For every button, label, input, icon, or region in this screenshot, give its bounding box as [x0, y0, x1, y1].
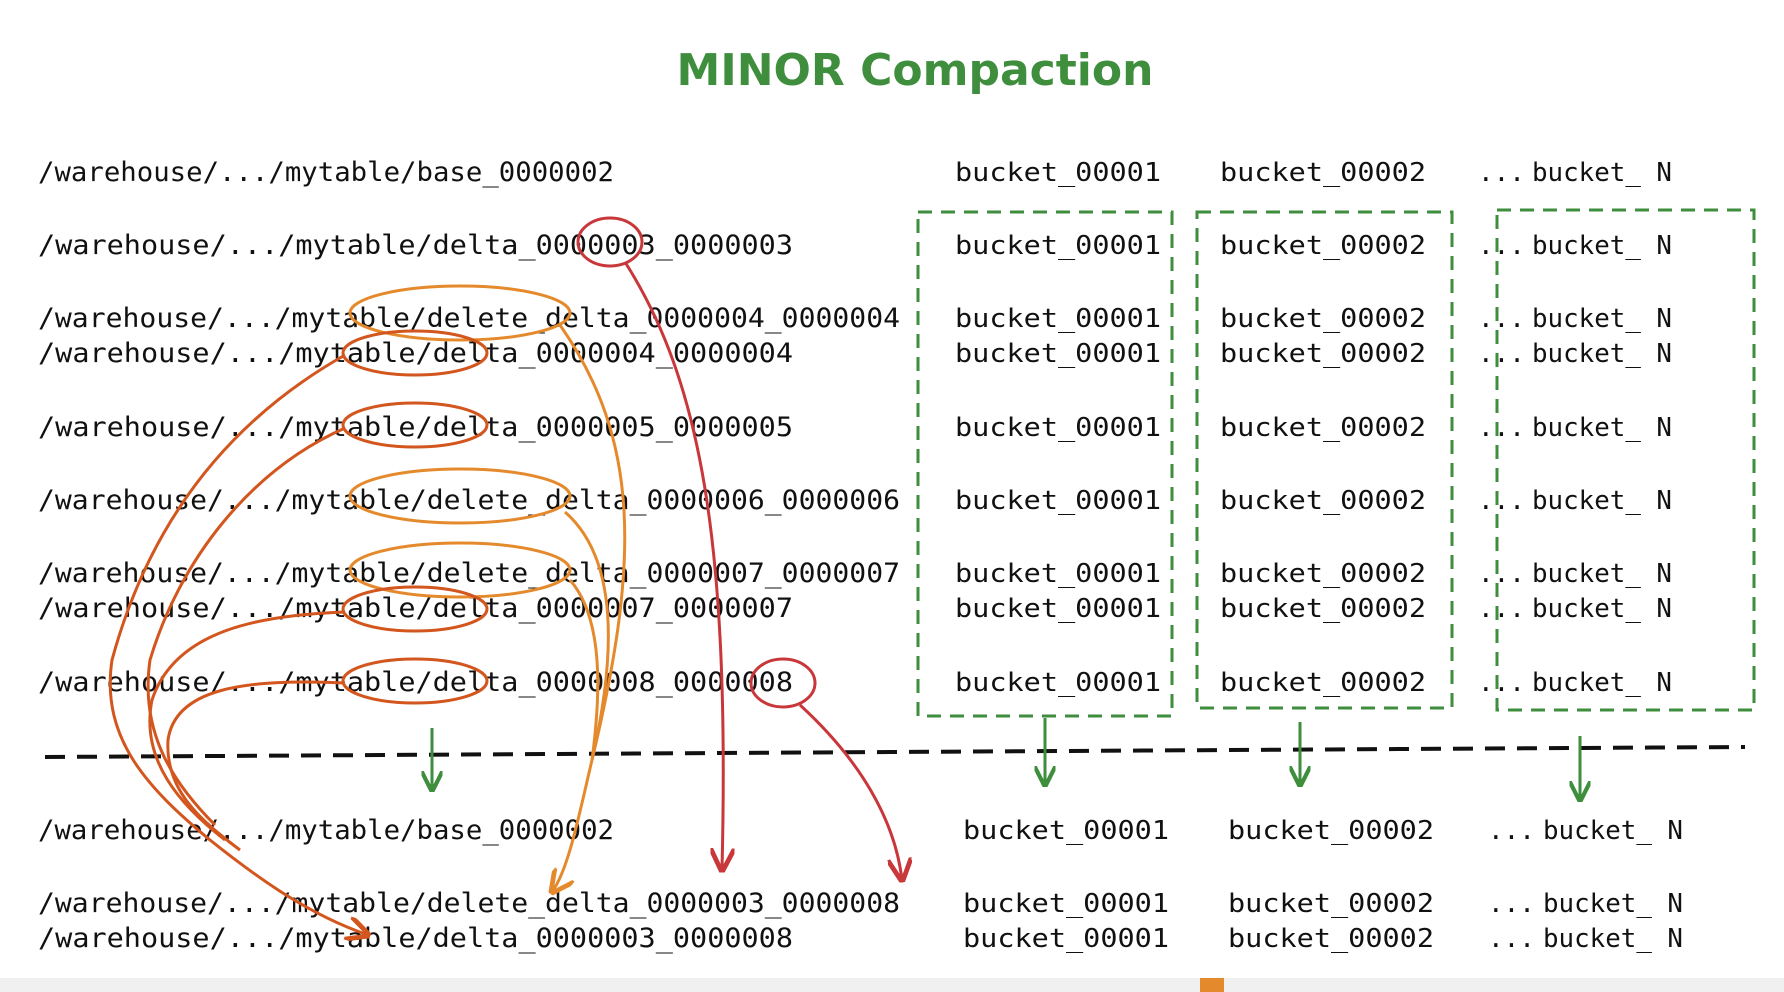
input-path-label: /warehouse/.../mytable/delta_0000005_000…: [38, 412, 793, 443]
ellipsis-label: ...: [1478, 486, 1525, 516]
bucket-00002-label: bucket_00002: [1220, 339, 1426, 369]
bucket-00002-label: bucket_00002: [1220, 413, 1426, 443]
curved-arrow-icon: [148, 610, 346, 842]
bucket-00002-label: bucket_00002: [1228, 889, 1434, 919]
bucket-n-label: bucket_ N: [1532, 413, 1672, 443]
green-arrows: [432, 718, 1580, 800]
bucket-00002-label: bucket_00002: [1220, 594, 1426, 624]
bucket-group-boxes: [916, 208, 1756, 718]
max-write-id-circle: [749, 657, 817, 709]
bucket-00001-label: bucket_00001: [955, 339, 1161, 369]
bucket-00001-label: bucket_00001: [963, 924, 1169, 954]
bucket-00002-label: bucket_00002: [1220, 486, 1426, 516]
output-path-label: /warehouse/.../mytable/base_0000002: [38, 815, 614, 846]
delta-highlights: [341, 329, 489, 705]
min-write-id-circle: [576, 216, 644, 268]
curved-arrow-icon: [798, 703, 902, 880]
bucket-00002-label: bucket_00002: [1220, 304, 1426, 334]
bucket-n-label: bucket_ N: [1532, 594, 1672, 624]
bucket-00002-label: bucket_00002: [1220, 231, 1426, 261]
bucket-00002-label: bucket_00002: [1220, 158, 1426, 188]
curved-arrow-icon: [552, 324, 627, 892]
output-path-label: /warehouse/.../mytable/delta_0000003_000…: [38, 923, 793, 954]
output-path-label: /warehouse/.../mytable/delete_delta_0000…: [38, 888, 900, 919]
input-paths: /warehouse/.../mytable/base_0000002/ware…: [38, 157, 900, 698]
bucket-00002-label: bucket_00002: [1220, 559, 1426, 589]
footer-stripe: [0, 978, 1784, 992]
output-paths: /warehouse/.../mytable/base_0000002/ware…: [38, 815, 900, 954]
bucket-n-label: bucket_ N: [1532, 559, 1672, 589]
bucket-columns: bucket_00001 bucket_00002... bucket_ Nbuck…: [955, 158, 1683, 954]
bucket-n-label: bucket_ N: [1532, 668, 1672, 698]
bucket-00002-label: bucket_00002: [1220, 668, 1426, 698]
bucket-group-n-box: [1495, 208, 1756, 712]
ellipsis-label: ...: [1478, 231, 1525, 261]
write-id-highlights: [576, 216, 817, 709]
red-arrows: [623, 261, 902, 880]
bucket-n-label: bucket_ N: [1532, 486, 1672, 516]
curved-arrow-icon: [166, 680, 346, 852]
ellipsis-label: ...: [1488, 924, 1535, 954]
bucket-group-2-box: [1195, 210, 1454, 710]
bucket-00001-label: bucket_00001: [955, 158, 1161, 188]
bucket-n-label: bucket_ N: [1532, 158, 1672, 188]
highlight-ellipse: [341, 329, 489, 377]
highlight-ellipse: [341, 401, 489, 449]
highlight-ellipse: [341, 657, 489, 705]
ellipsis-label: ...: [1478, 158, 1525, 188]
input-path-label: /warehouse/.../mytable/delete_delta_0000…: [38, 303, 900, 334]
bucket-n-label: bucket_ N: [1532, 231, 1672, 261]
input-path-label: /warehouse/.../mytable/base_0000002: [38, 157, 614, 188]
bucket-n-label: bucket_ N: [1532, 339, 1672, 369]
input-path-label: /warehouse/.../mytable/delete_delta_0000…: [38, 485, 900, 516]
bucket-00001-label: bucket_00001: [963, 889, 1169, 919]
bucket-00001-label: bucket_00001: [955, 304, 1161, 334]
bucket-00002-label: bucket_00002: [1228, 816, 1434, 846]
bucket-n-label: bucket_ N: [1543, 816, 1683, 846]
curved-arrow-icon: [568, 579, 600, 761]
ellipsis-label: ...: [1488, 816, 1535, 846]
bucket-n-label: bucket_ N: [1543, 889, 1683, 919]
bucket-00001-label: bucket_00001: [955, 559, 1161, 589]
bucket-group-1-box: [916, 210, 1174, 718]
ellipsis-label: ...: [1478, 339, 1525, 369]
bucket-n-label: bucket_ N: [1543, 924, 1683, 954]
separator-line: [44, 745, 1746, 759]
curved-arrow-icon: [564, 510, 610, 761]
ellipsis-label: ...: [1478, 413, 1525, 443]
input-path-label: /warehouse/.../mytable/delta_0000008_000…: [38, 667, 793, 698]
ellipsis-label: ...: [1488, 889, 1535, 919]
orange-arrows: [552, 324, 627, 892]
bucket-00001-label: bucket_00001: [955, 486, 1161, 516]
highlight-ellipse: [348, 284, 572, 342]
bucket-00001-label: bucket_00001: [955, 413, 1161, 443]
bucket-00001-label: bucket_00001: [955, 231, 1161, 261]
input-path-label: /warehouse/.../mytable/delete_delta_0000…: [38, 558, 900, 589]
rust-arrows: [108, 353, 368, 935]
highlight-ellipse: [348, 541, 572, 599]
bucket-n-label: bucket_ N: [1532, 304, 1672, 334]
highlight-ellipse: [348, 467, 572, 525]
curved-arrow-icon: [108, 353, 368, 935]
ellipsis-label: ...: [1478, 559, 1525, 589]
bucket-00001-label: bucket_00001: [955, 594, 1161, 624]
diagram-title: MINOR Compaction: [677, 45, 1154, 96]
curved-arrow-icon: [623, 261, 723, 870]
input-path-label: /warehouse/.../mytable/delta_0000004_000…: [38, 338, 793, 369]
highlight-ellipse: [341, 585, 489, 633]
bucket-00001-label: bucket_00001: [955, 668, 1161, 698]
ellipsis-label: ...: [1478, 668, 1525, 698]
input-path-label: /warehouse/.../mytable/delta_0000003_000…: [38, 230, 793, 261]
delete-delta-highlights: [348, 284, 572, 599]
ellipsis-label: ...: [1478, 594, 1525, 624]
bucket-00002-label: bucket_00002: [1228, 924, 1434, 954]
ellipsis-label: ...: [1478, 304, 1525, 334]
bucket-00001-label: bucket_00001: [963, 816, 1169, 846]
input-path-label: /warehouse/.../mytable/delta_0000007_000…: [38, 593, 793, 624]
